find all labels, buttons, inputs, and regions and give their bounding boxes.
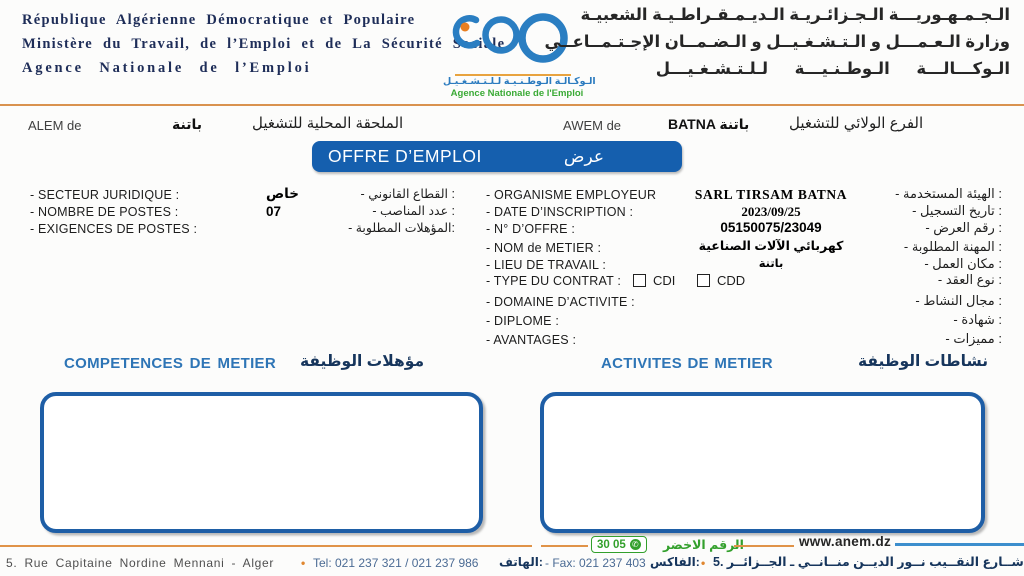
activites-title: ACTIVITES DE METIER xyxy=(601,355,773,372)
competences-box[interactable] xyxy=(40,392,483,533)
activites-title-arabic: نشاطات الوظيفة xyxy=(858,353,989,370)
cdd-label: CDD xyxy=(717,273,746,288)
metier-value-arabic: كهربائي الآلات الصناعية xyxy=(698,239,844,253)
header-arabic: الـجـمـهـوريـــة الـجـزائـريـة الـديـمـق… xyxy=(545,2,1010,83)
activites-box[interactable] xyxy=(540,392,985,533)
fax-label-arabic: الفاكس: xyxy=(650,555,700,569)
field-secteur-arabic: - القطاع القانوني : xyxy=(360,187,455,201)
header-french: République Algérienne Démocratique et Po… xyxy=(22,8,505,80)
field-nombre-postes: - NOMBRE DE POSTES : xyxy=(30,205,179,219)
fax-number: - Fax: 021 237 403 xyxy=(545,556,646,570)
field-exigences-postes: - EXIGENCES DE POSTES : xyxy=(30,222,198,236)
field-postes-arabic: - عدد المناصب : xyxy=(372,204,455,218)
offer-title-arabic: عرض xyxy=(563,146,604,166)
agency-title-fr: Agence Nationale de l’Emploi xyxy=(22,60,312,76)
field-type-contrat: - TYPE DU CONTRAT : xyxy=(486,274,622,288)
alem-label-arabic: الملحقة المحلية للتشغيل xyxy=(252,115,404,132)
awem-label: AWEM de xyxy=(563,118,622,133)
green-number-value: 30 05 xyxy=(597,538,626,551)
alem-label: ALEM de xyxy=(28,118,82,133)
field-date-inscription: - DATE D’INSCRIPTION : xyxy=(486,205,634,219)
phone-icon: ✆ xyxy=(629,539,641,550)
anem-logo: الـوكـالـة الـوطـنـيـة لـلـتـشـغـيـل Age… xyxy=(443,5,596,101)
ministry-title-ar: وزارة الـعـمـــل و الـتـشـغـيــل و الـضـ… xyxy=(544,33,1010,51)
competences-title-arabic: مؤهلات الوظيفة xyxy=(300,353,425,370)
field-contrat-arabic: - نوع العقد : xyxy=(937,272,1002,287)
ministry-title-fr: Ministère du Travail, de l’Emploi et de … xyxy=(22,36,506,52)
field-avantages-arabic: - مميزات : xyxy=(945,331,1002,346)
cdi-label: CDI xyxy=(653,273,676,288)
field-lieu-travail: - LIEU DE TRAVAIL : xyxy=(486,258,607,272)
field-nom-metier: - NOM de METIER : xyxy=(486,241,602,255)
footer-line-blue xyxy=(895,543,1024,546)
secteur-value: خاص xyxy=(266,186,299,201)
offer-title-banner: OFFRE D’EMPLOI عرض xyxy=(312,141,682,172)
republic-title-fr: République Algérienne Démocratique et Po… xyxy=(22,12,416,28)
footer-bullet-2: • xyxy=(701,556,706,570)
footer-line-left xyxy=(0,545,532,547)
footer-bullet-1: • xyxy=(301,556,306,570)
field-numero-arabic: - رقم العرض : xyxy=(925,220,1002,235)
cdi-checkbox[interactable] xyxy=(633,274,646,287)
footer-line-dash2 xyxy=(734,545,794,547)
postes-value: 07 xyxy=(266,204,282,219)
field-numero-offre: - N° D’OFFRE : xyxy=(486,222,576,236)
field-exigences-arabic: - المؤهلات المطلوبة: xyxy=(348,221,455,235)
cdd-checkbox[interactable] xyxy=(697,274,710,287)
field-diplome-arabic: - شهادة : xyxy=(953,312,1002,327)
tel-label-arabic: الهاتف: xyxy=(499,555,543,569)
lieu-value-arabic: باتنة xyxy=(758,258,784,270)
field-organisme: - ORGANISME EMPLOYEUR xyxy=(486,188,657,202)
field-date-arabic: - تاريخ التسجيل : xyxy=(912,203,1002,218)
field-avantages: - AVANTAGES : xyxy=(486,333,577,347)
republic-title-ar: الـجـمـهـوريـــة الـجـزائـريـة الـديـمـق… xyxy=(580,6,1010,24)
offer-title-french: OFFRE D’EMPLOI xyxy=(328,146,482,166)
inscription-date-value: 2023/09/25 xyxy=(741,204,801,219)
green-number-label: الرقم الاخضر xyxy=(663,538,744,552)
field-diplome: - DIPLOME : xyxy=(486,314,560,328)
field-domaine-activite: - DOMAINE D’ACTIVITE : xyxy=(486,295,635,309)
alem-city: باتنة xyxy=(172,116,202,132)
agency-title-ar: الـوكـــالـــة الـوطـنـيـــة لـلـتـشـغـي… xyxy=(655,60,1010,78)
logo-caption-french: Agence Nationale de l'Emploi xyxy=(450,88,584,99)
logo-divider xyxy=(455,74,571,76)
anem-logo-rings xyxy=(452,13,568,63)
awem-label-arabic: الفرع الولائي للتشغيل xyxy=(789,115,924,132)
field-organisme-arabic: - الهيئة المستخدمة : xyxy=(895,186,1002,201)
field-domaine-arabic: - مجال النشاط : xyxy=(915,293,1002,308)
field-lieu-arabic: - مكان العمل : xyxy=(924,256,1002,271)
address-arabic: 5. شــارع النقــيب نــور الديــن منــانـ… xyxy=(713,555,1024,569)
field-secteur-juridique: - SECTEUR JURIDIQUE : xyxy=(30,188,180,202)
website-url: www.anem.dz xyxy=(799,534,892,549)
green-number-badge: 30 05 ✆ xyxy=(591,536,647,553)
awem-city: BATNA باتنة xyxy=(668,116,750,132)
logo-caption-arabic: الـوكـالـة الـوطـنـيـة لـلـتـشـغـيـل xyxy=(443,76,596,87)
competences-title: COMPETENCES DE METIER xyxy=(64,355,276,372)
address-french: 5. Rue Capitaine Nordine Mennani - Alger xyxy=(6,556,275,570)
header-divider-line xyxy=(0,104,1024,106)
employer-value: SARL TIRSAM BATNA xyxy=(694,187,848,202)
field-metier-arabic: - المهنة المطلوبة : xyxy=(903,239,1002,254)
footer-line-dash1 xyxy=(541,545,588,547)
tel-numbers: Tel: 021 237 321 / 021 237 986 xyxy=(313,556,479,570)
offer-number-value: 05150075/23049 xyxy=(720,220,822,235)
